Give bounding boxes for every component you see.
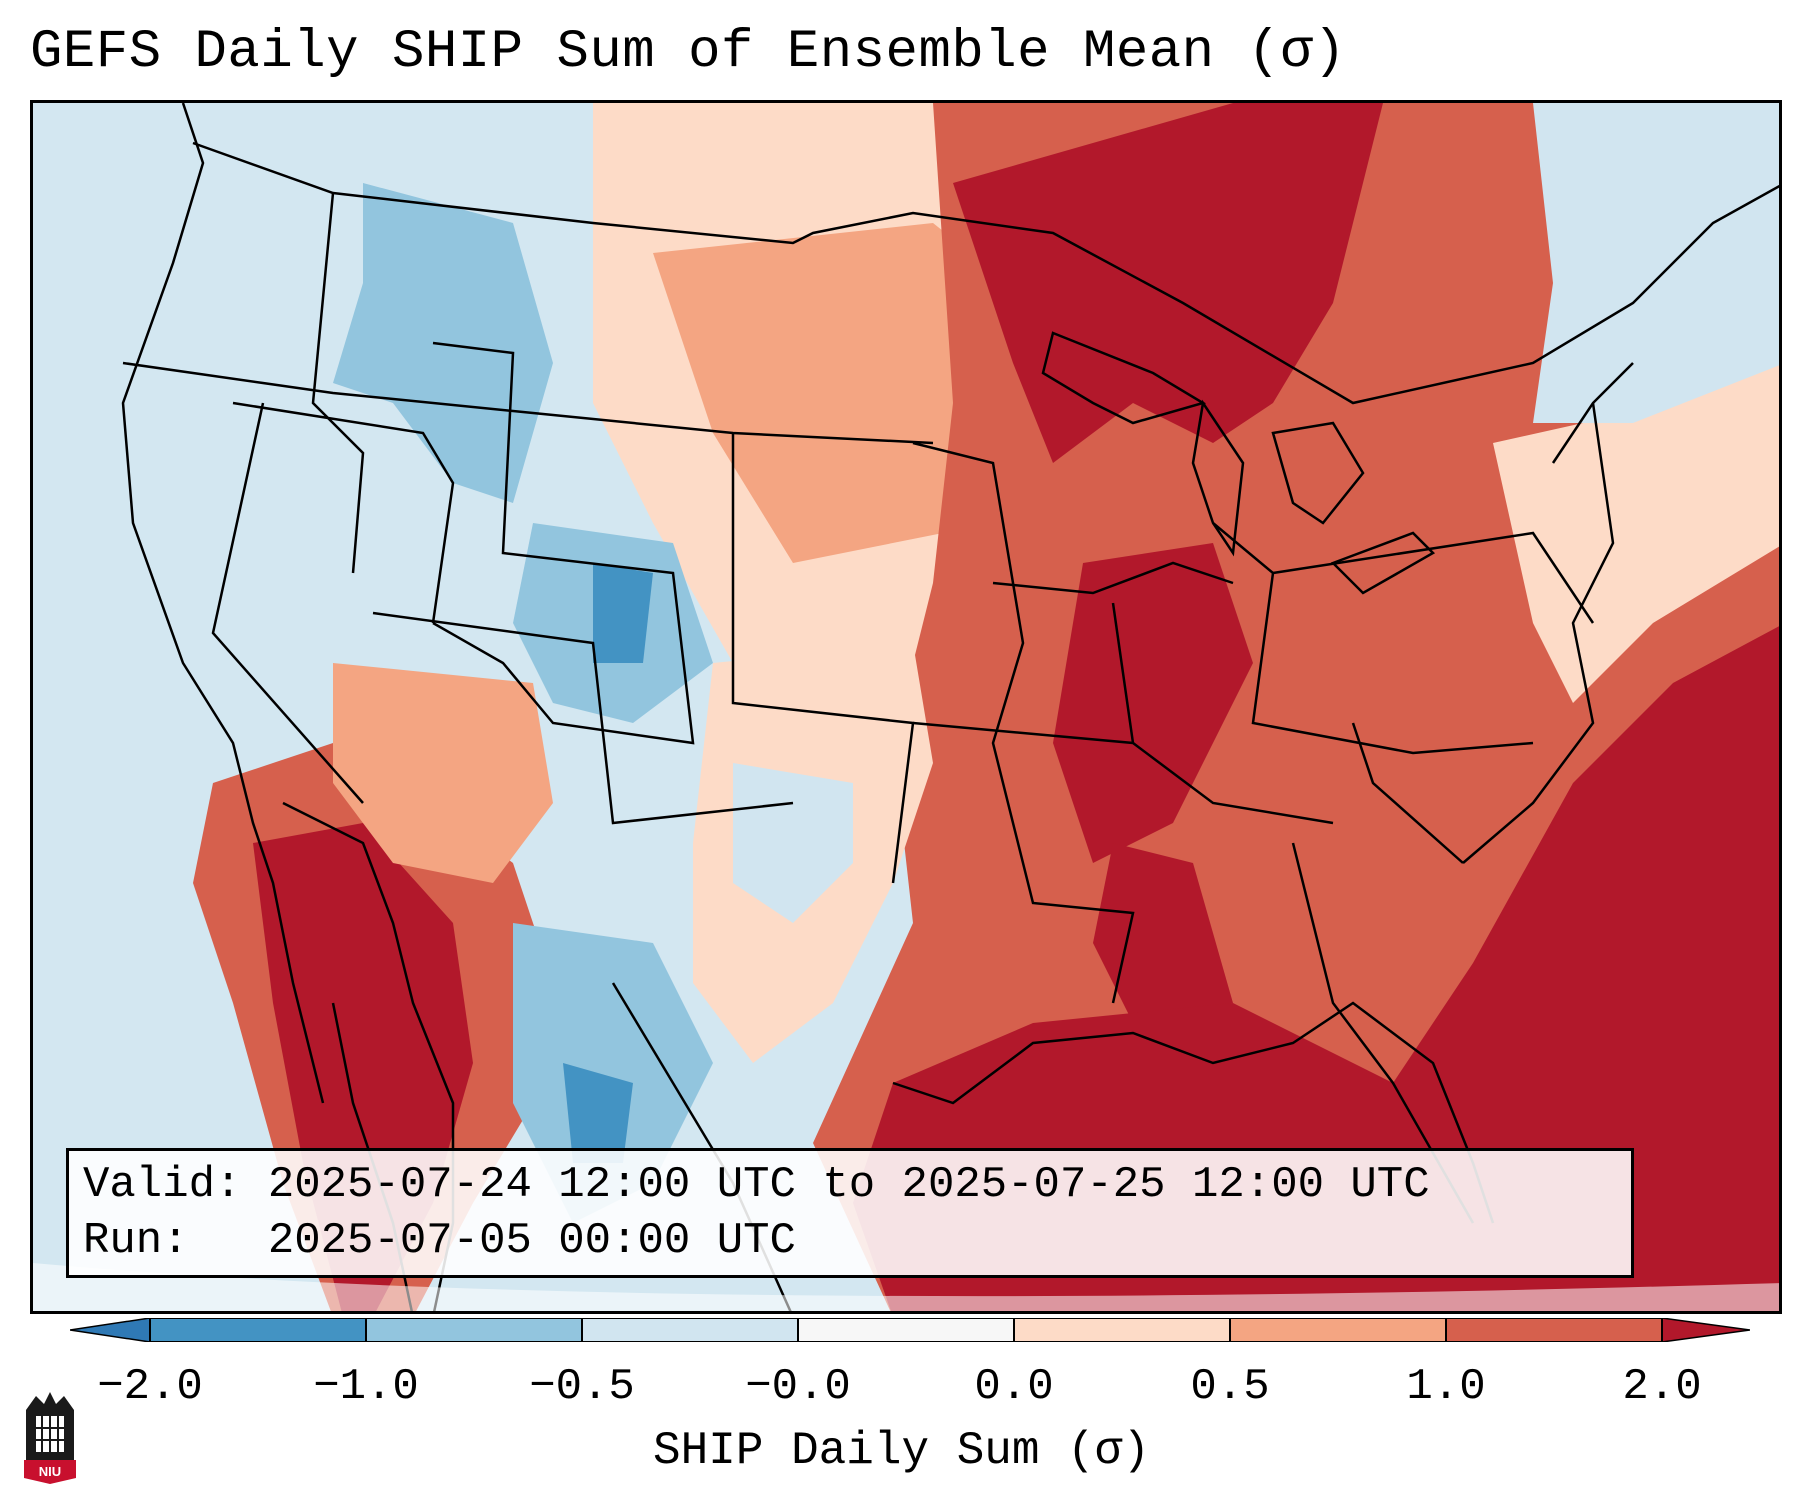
colorbar-tick-label: 0.0 <box>974 1362 1054 1412</box>
colorbar-tick-label: −2.0 <box>97 1362 203 1412</box>
colorbar-seg-n05-n0 <box>582 1318 798 1342</box>
colorbar-extend-high <box>1661 1318 1750 1342</box>
colorbar-tick-label: −0.0 <box>745 1362 851 1412</box>
colorbar-tick-label: 1.0 <box>1406 1362 1486 1412</box>
valid-run-info-box: Valid: 2025-07-24 12:00 UTC to 2025-07-2… <box>66 1148 1634 1278</box>
niu-logo-text: NIU <box>39 1464 61 1479</box>
map-canvas <box>33 103 1779 1311</box>
colorbar-seg-zero <box>798 1318 1014 1342</box>
ship-anomaly-map <box>30 100 1782 1314</box>
colorbar-tick-label: 2.0 <box>1622 1362 1702 1412</box>
colorbar-seg-p0-p05 <box>1014 1318 1230 1342</box>
run-time-text: Run: 2025-07-05 00:00 UTC <box>83 1216 796 1266</box>
niu-logo: NIU <box>24 1392 76 1484</box>
colorbar-seg-p05-p1 <box>1230 1318 1446 1342</box>
state-boundaries <box>121 103 1779 1311</box>
colorbar-seg-p1-p2 <box>1446 1318 1662 1342</box>
valid-time-text: Valid: 2025-07-24 12:00 UTC to 2025-07-2… <box>83 1160 1430 1210</box>
colorbar-extend-low <box>70 1318 151 1342</box>
colorbar-seg-n1-n05 <box>366 1318 582 1342</box>
colorbar <box>70 1318 1750 1342</box>
anomaly-shading <box>193 103 1779 1311</box>
colorbar-seg-n2-n1 <box>150 1318 366 1342</box>
colorbar-tick-label: −0.5 <box>529 1362 635 1412</box>
map-title: GEFS Daily SHIP Sum of Ensemble Mean (σ) <box>30 22 1347 83</box>
colorbar-label: SHIP Daily Sum (σ) <box>653 1425 1150 1477</box>
colorbar-tick-label: 0.5 <box>1190 1362 1270 1412</box>
colorbar-tick-label: −1.0 <box>313 1362 419 1412</box>
